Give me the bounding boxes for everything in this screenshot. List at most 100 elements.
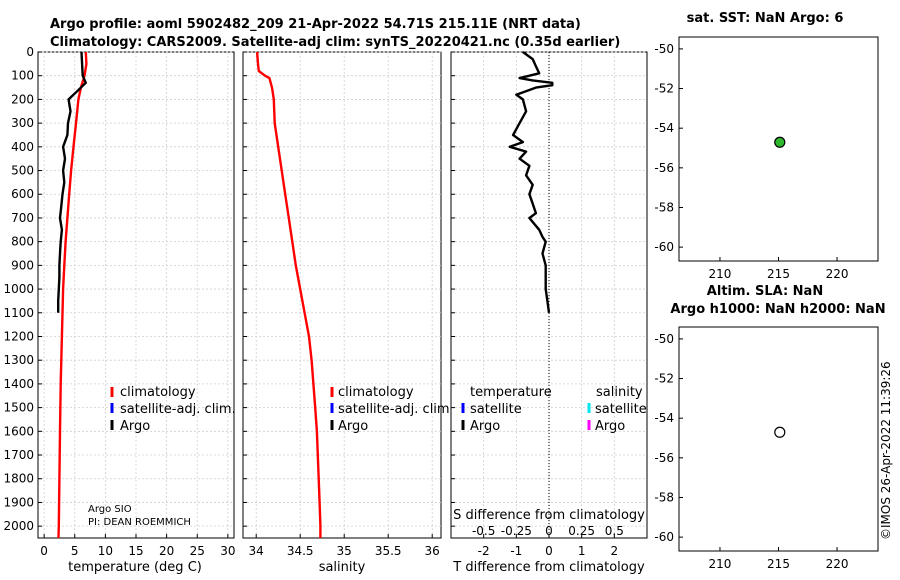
temperature-legend: climatology satellite-adj. clim. Argo [110,385,236,434]
x-tick-label: 0 [545,544,553,558]
x-tick-label: -2 [478,544,490,558]
sst-map-panel: sat. SST: NaN Argo: 6 -50 -52 -54 -56 -58 -60… [654,11,879,281]
temperature-series [57,51,88,539]
y-tick-label: 100 [11,69,34,83]
sst-map-title: sat. SST: NaN Argo: 6 [687,11,844,26]
y-tick-label: -50 [654,332,674,346]
x-tick-label: 1 [578,544,586,558]
s-tick-label: -0.5 [472,524,495,538]
y-tick-label: 1000 [3,282,34,296]
difference-panel: -2 -1 0 1 2 T difference from climatology S … [450,51,648,575]
y-tick-label: -58 [654,490,674,504]
sla-map-ticks: -50 -52 -54 -56 -58 -60 210 215 220 [654,332,848,571]
x-tick-label: 2 [611,544,619,558]
y-tick-label: 1400 [3,377,34,391]
y-tick-label: 300 [11,116,34,130]
y-tick-label: 1100 [3,306,34,320]
y-tick-label: 1500 [3,401,34,415]
x-tick-label: 210 [709,267,732,281]
x-tick-label: 10 [98,544,113,558]
salinity-panel: 34 34.5 35 35.5 36 salinity climatology sate… [242,51,454,575]
x-tick-label: 30 [220,544,235,558]
y-tick-label: 0 [26,45,34,59]
argo-position-marker [774,136,786,148]
x-tick-label: 210 [709,557,732,571]
y-tick-label: 1600 [3,424,34,438]
x-tick-label: 25 [190,544,205,558]
x-tick-label: 36 [425,544,440,558]
sla-map-title-line1: Altim. SLA: NaN [707,284,823,299]
y-tick-label: -56 [654,451,674,465]
s-tick-label: 0.5 [605,524,624,538]
y-tick-label: 500 [11,164,34,178]
salinity-series [255,51,322,538]
temperature-grid [38,51,234,538]
legend-argo: Argo [120,419,150,434]
legend-satellite: satellite-adj. clim. [338,402,454,417]
x-tick-label: 15 [128,544,143,558]
sla-map-title-line2: Argo h1000: NaN h2000: NaN [670,302,885,317]
float-info-line1: Argo SIO [88,504,132,515]
x-tick-label: -1 [510,544,522,558]
y-tick-label: 1800 [3,472,34,486]
y-tick-label: -54 [654,411,674,425]
y-tick-label: -52 [654,372,674,386]
salinity-ticks: 34 34.5 35 35.5 36 [243,51,440,558]
y-tick-label: 600 [11,187,34,201]
series-argo [57,51,88,313]
s-tick-label: 0 [545,524,553,538]
x-tick-label: 220 [826,267,849,281]
difference-ticks: -2 -1 0 1 2 [451,51,619,558]
argo-position-marker [774,426,786,438]
legend-temperature-title: temperature [470,385,552,400]
sst-map-points [774,136,786,148]
y-tick-label: 1900 [3,495,34,509]
y-tick-label: -60 [654,240,674,254]
y-tick-label: 1300 [3,353,34,367]
x-tick-label: 220 [826,557,849,571]
sst-map-axes-box [678,36,879,262]
x-tick-label: 34 [249,544,264,558]
salinity-diff-ticks: -0.5 -0.25 0 0.25 0.5 [472,524,624,538]
x-tick-label: 35 [337,544,352,558]
sla-map-points [774,426,786,438]
y-tick-label: -54 [654,121,674,135]
difference-xlabel-top: S difference from climatology [453,508,645,523]
temperature-ticks: 0100200300400500600700800900100011001200… [3,45,235,558]
legend-climatology: climatology [338,385,414,400]
legend-s-satellite: satellite [595,402,647,417]
x-tick-label: 20 [159,544,174,558]
s-tick-label: 0.25 [568,524,595,538]
sla-map-axes-box [678,326,879,552]
x-tick-label: 215 [767,557,790,571]
salinity-xlabel: salinity [319,560,366,575]
difference-series [508,51,554,313]
main-title-line2: Climatology: CARS2009. Satellite-adj cli… [50,35,620,50]
difference-legend: temperature salinity satellite Argo sate… [461,385,647,434]
series-climatology [255,51,322,538]
salinity-legend: climatology satellite-adj. clim. Argo [330,385,454,434]
x-tick-label: 5 [71,544,79,558]
y-tick-label: 1200 [3,329,34,343]
legend-climatology: climatology [120,385,196,400]
sst-map-ticks: -50 -52 -54 -56 -58 -60 210 215 220 [654,42,848,281]
sla-map-panel: Altim. SLA: NaN Argo h1000: NaN h2000: N… [654,284,885,571]
x-tick-label: 215 [767,267,790,281]
imos-credit: ©IMOS 26-Apr-2022 11:39:26 [879,361,893,540]
salinity-grid [243,51,441,538]
y-tick-label: -60 [654,530,674,544]
y-tick-label: 800 [11,235,34,249]
legend-satellite: satellite-adj. clim. [120,402,236,417]
main-title-line1: Argo profile: aoml 5902482_209 21-Apr-20… [50,17,581,32]
legend-s-argo: Argo [595,419,625,434]
y-tick-label: 900 [11,258,34,272]
legend-argo: Argo [338,419,368,434]
difference-xlabel: T difference from climatology [452,560,645,575]
x-tick-label: 35.5 [375,544,402,558]
salinity-axes-box [242,51,442,539]
legend-salinity-title: salinity [596,385,643,400]
x-tick-label: 34.5 [287,544,314,558]
difference-grid [451,51,647,538]
y-tick-label: 1700 [3,448,34,462]
